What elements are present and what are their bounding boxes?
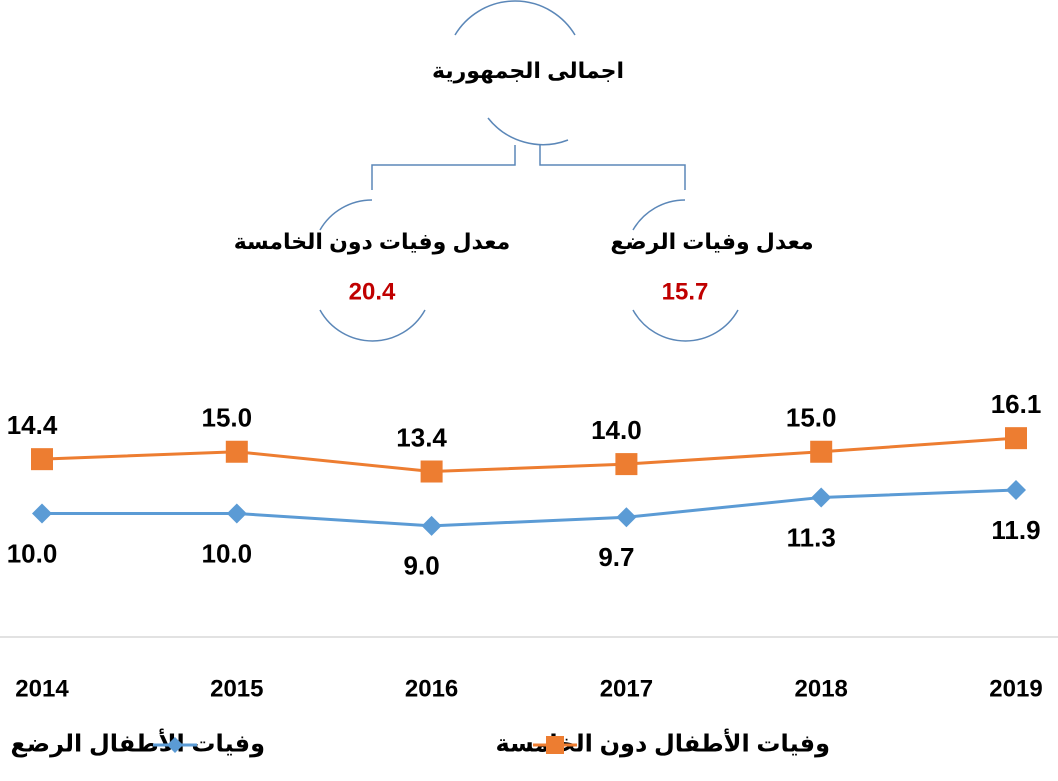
legend-label: وفيات الأطفال دون الخامسة bbox=[496, 728, 830, 757]
x-tick-label: 2018 bbox=[795, 675, 848, 702]
data-label: 14.4 bbox=[7, 410, 58, 440]
data-label: 15.0 bbox=[201, 403, 252, 433]
marker bbox=[420, 460, 443, 483]
marker bbox=[31, 448, 53, 471]
connector bbox=[371, 145, 516, 190]
line bbox=[41, 436, 1017, 474]
x-tick-label: 2016 bbox=[405, 675, 458, 702]
marker bbox=[811, 487, 832, 508]
marker bbox=[810, 440, 833, 463]
x-tick-label: 2017 bbox=[600, 675, 653, 702]
x-tick-label: 2014 bbox=[15, 675, 69, 702]
legend-label: وفيات الأطفال الرضع bbox=[11, 728, 265, 757]
data-label: 15.0 bbox=[786, 403, 837, 433]
arc bbox=[487, 117, 569, 146]
data-label: 14.0 bbox=[591, 415, 642, 445]
legend-marker bbox=[546, 736, 564, 754]
data-label: 16.1 bbox=[991, 389, 1042, 419]
diagram-value: 20.4 bbox=[349, 278, 396, 305]
arc bbox=[632, 199, 686, 231]
marker bbox=[32, 503, 52, 524]
diagram bbox=[319, 0, 739, 342]
line bbox=[42, 488, 1017, 528]
marker bbox=[226, 503, 247, 524]
marker bbox=[1006, 480, 1026, 501]
marker bbox=[616, 507, 637, 528]
arc bbox=[632, 309, 739, 342]
marker bbox=[225, 440, 248, 463]
data-label: 9.0 bbox=[404, 551, 440, 581]
marker bbox=[421, 515, 442, 536]
data-label: 13.4 bbox=[396, 422, 447, 452]
arc bbox=[319, 199, 373, 231]
x-tick-label: 2019 bbox=[989, 675, 1042, 702]
marker bbox=[615, 453, 638, 476]
data-label: 11.3 bbox=[787, 522, 836, 552]
arc bbox=[319, 309, 426, 342]
x-tick-label: 2015 bbox=[210, 675, 263, 702]
diagram-label: معدل وفيات الرضع bbox=[610, 229, 813, 255]
arc bbox=[454, 0, 576, 36]
legend-marker bbox=[167, 737, 183, 753]
diagram-value: 15.7 bbox=[662, 278, 709, 305]
data-label: 10.0 bbox=[201, 538, 252, 568]
marker bbox=[1005, 427, 1027, 450]
data-label: 9.7 bbox=[598, 542, 634, 572]
data-label: 11.9 bbox=[991, 515, 1040, 545]
diagram-label: معدل وفيات دون الخامسة bbox=[234, 229, 511, 255]
connector bbox=[539, 145, 686, 190]
diagram-title: اجمالى الجمهورية bbox=[432, 58, 624, 84]
data-label: 10.0 bbox=[7, 538, 58, 568]
